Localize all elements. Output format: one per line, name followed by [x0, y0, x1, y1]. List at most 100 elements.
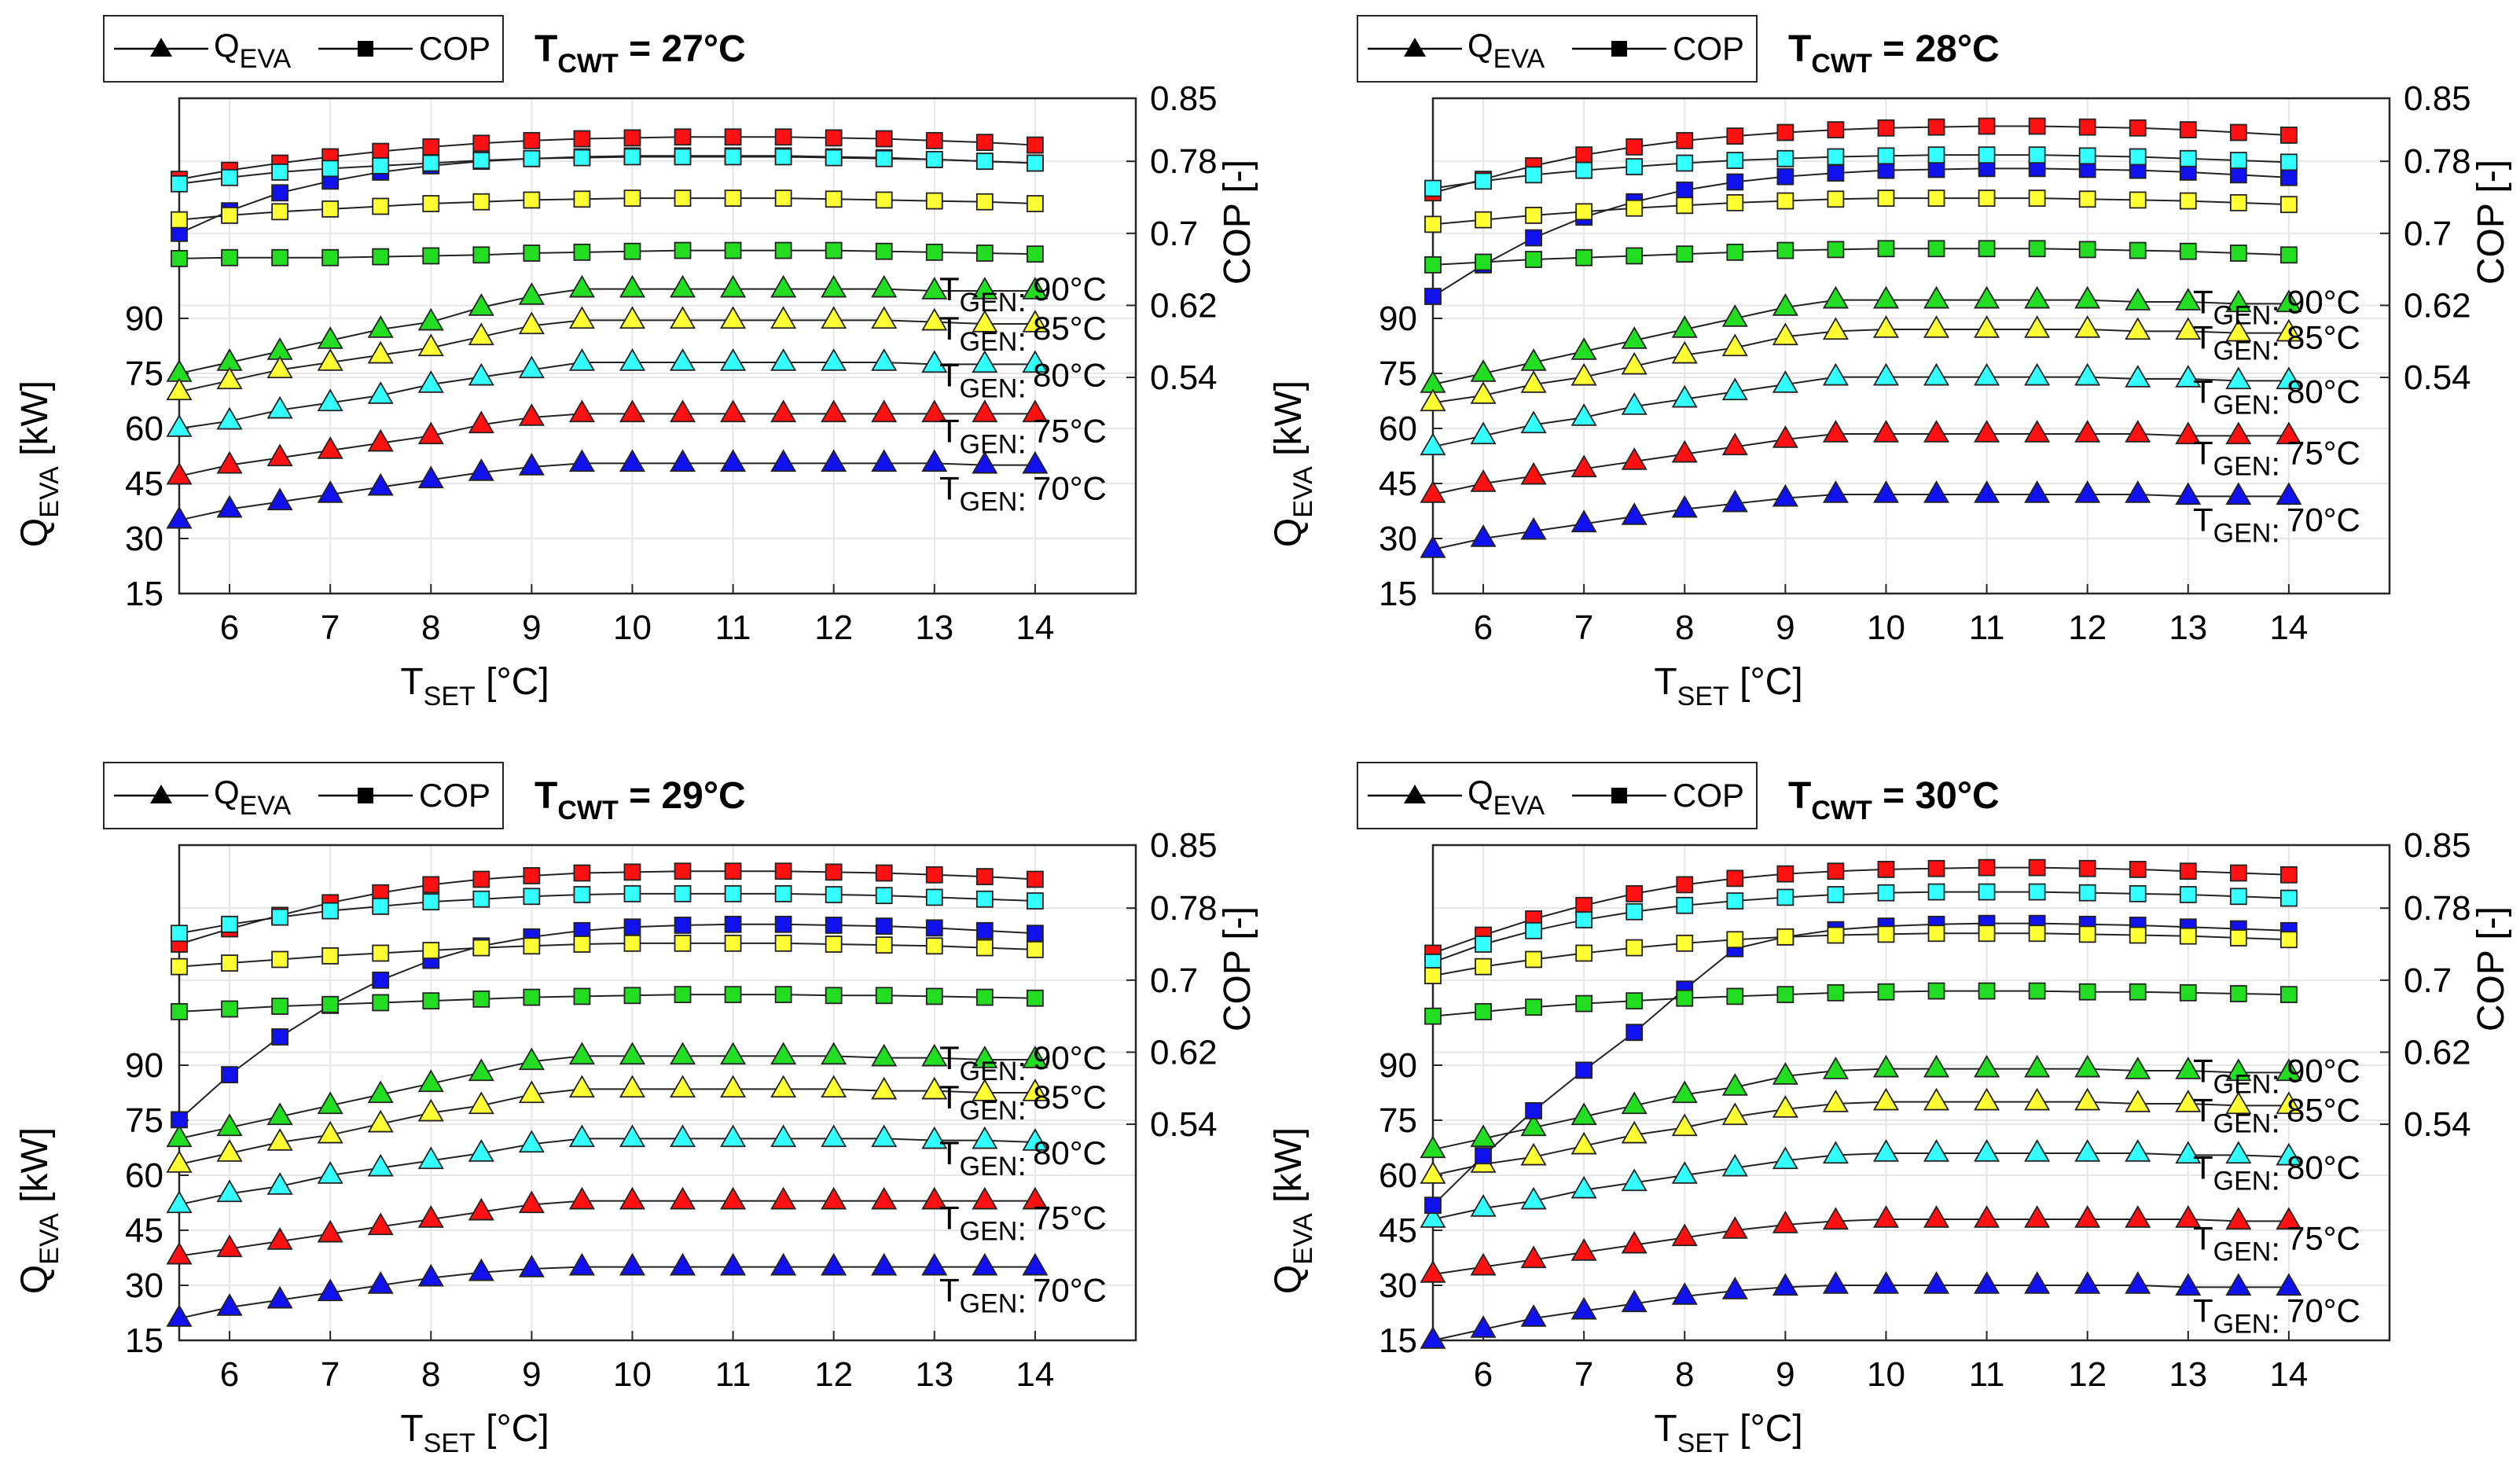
- y-tick-label-right: 0.7: [1150, 215, 1198, 253]
- data-point-qeva-70: [1772, 483, 1798, 507]
- data-point-cop-85: [221, 207, 238, 224]
- gen-label-90: TGEN: 90°C: [939, 270, 1107, 318]
- data-point-cop-85: [1525, 207, 1543, 224]
- data-point-qeva-80: [1520, 1186, 1547, 1210]
- data-point-qeva-80: [1772, 1146, 1798, 1170]
- data-point-cop-80: [1676, 154, 1694, 172]
- data-point-qeva-70: [972, 450, 998, 474]
- data-point-qeva-80: [2225, 366, 2252, 390]
- data-point-qeva-75: [1822, 1207, 1849, 1230]
- data-point-qeva-85: [972, 310, 998, 333]
- chart-title: TCWT = 27°C: [534, 28, 746, 79]
- data-point-cop-90: [523, 988, 541, 1006]
- data-point-cop-80: [2028, 146, 2046, 164]
- series-line-cop-90: [1432, 248, 2289, 266]
- gen-label-70: TGEN: 70°C: [2193, 1292, 2360, 1340]
- data-point-cop-90: [1626, 992, 1644, 1010]
- data-point-cop-70: [1525, 1102, 1543, 1119]
- data-point-qeva-80: [821, 1124, 847, 1148]
- data-point-qeva-75: [1520, 1245, 1547, 1269]
- data-point-cop-90: [271, 248, 289, 266]
- data-point-qeva-90: [367, 1080, 394, 1104]
- y-tick-label-right: 0.54: [2404, 1105, 2471, 1144]
- data-point-cop-90: [774, 986, 792, 1004]
- y-tick-label-left: 30: [1379, 520, 1417, 558]
- legend-label-cop: COP: [1673, 30, 1744, 67]
- y-tick-label-right: 0.54: [1150, 1105, 1218, 1144]
- data-point-cop-90: [1475, 253, 1492, 271]
- data-point-cop-80: [171, 175, 188, 193]
- data-point-qeva-85: [317, 348, 343, 371]
- y-tick-label-left: 75: [125, 355, 163, 393]
- data-point-qeva-90: [1022, 1046, 1049, 1068]
- data-point-cop-75: [1626, 884, 1644, 902]
- data-point-cop-90: [774, 241, 792, 259]
- data-point-qeva-80: [2074, 362, 2101, 386]
- data-point-qeva-80: [871, 348, 898, 371]
- data-point-cop-75: [2078, 118, 2096, 136]
- data-point-cop-85: [372, 197, 390, 215]
- data-point-qeva-75: [317, 436, 343, 459]
- data-point-cop-75: [825, 129, 843, 147]
- y-axis-label-left-group: QEVA [kW]: [1268, 380, 1318, 547]
- data-point-qeva-85: [266, 355, 293, 379]
- data-point-qeva-70: [1470, 524, 1497, 547]
- data-point-qeva-75: [921, 399, 948, 423]
- data-point-cop-75: [975, 868, 994, 885]
- data-point-qeva-70: [2276, 1273, 2302, 1296]
- series-line-qeva-85: [1432, 1101, 2289, 1176]
- data-point-cop-90: [1726, 243, 1744, 261]
- data-point-qeva-80: [720, 1124, 747, 1148]
- y-tick-label-right: 0.62: [1150, 1033, 1218, 1071]
- data-point-cop-80: [774, 148, 792, 166]
- data-point-cop-85: [674, 934, 692, 952]
- data-point-cop-75: [1776, 865, 1794, 883]
- data-point-qeva-80: [2175, 1141, 2202, 1164]
- x-tick-label: 13: [915, 1355, 953, 1394]
- y-tick-label-left: 60: [1379, 410, 1417, 448]
- data-point-qeva-80: [1022, 1128, 1049, 1151]
- data-point-qeva-70: [266, 1285, 293, 1309]
- data-point-cop-90: [1877, 240, 1895, 258]
- data-point-cop-80: [1978, 146, 1996, 164]
- data-point-cop-75: [1026, 870, 1044, 888]
- x-tick-label: 10: [613, 1355, 652, 1394]
- gen-label-90: TGEN: 90°C: [2193, 283, 2360, 331]
- data-point-qeva-90: [821, 1042, 847, 1065]
- data-point-cop-90: [271, 998, 289, 1015]
- x-tick-label: 11: [715, 608, 751, 647]
- data-point-cop-75: [1676, 876, 1694, 894]
- y-axis-label-left-group: QEVA [kW]: [14, 1127, 64, 1294]
- data-point-cop-85: [1726, 931, 1744, 949]
- series-line-qeva-80: [178, 362, 1035, 429]
- x-tick-label: 10: [1867, 1355, 1905, 1394]
- legend-label-qeva: QEVA: [214, 774, 292, 821]
- data-point-cop-90: [1676, 989, 1694, 1007]
- data-point-cop-80: [1827, 886, 1845, 903]
- data-point-qeva-80: [1420, 432, 1446, 456]
- data-point-cop-80: [2179, 886, 2197, 903]
- data-point-qeva-90: [2225, 1058, 2252, 1082]
- series-line-qeva-90: [178, 288, 1035, 374]
- data-point-cop-90: [573, 243, 591, 261]
- data-point-cop-80: [472, 890, 490, 908]
- data-point-qeva-90: [568, 274, 595, 298]
- data-point-qeva-90: [1974, 285, 2000, 309]
- data-point-cop-80: [523, 149, 541, 167]
- data-point-cop-70: [271, 1028, 289, 1046]
- data-point-qeva-90: [1570, 1102, 1597, 1126]
- data-point-qeva-70: [1621, 502, 1648, 525]
- data-point-qeva-75: [921, 1186, 948, 1210]
- data-point-qeva-90: [2175, 288, 2202, 311]
- data-point-qeva-75: [720, 399, 747, 423]
- data-point-cop-75: [1927, 859, 1945, 877]
- data-point-qeva-80: [2024, 1139, 2051, 1162]
- data-point-cop-85: [1424, 215, 1442, 233]
- data-point-qeva-70: [417, 465, 444, 489]
- data-point-qeva-85: [1721, 1102, 1748, 1126]
- x-tick-label: 11: [1969, 608, 2005, 647]
- y-tick-label-left: 30: [125, 1266, 163, 1305]
- data-point-cop-85: [2279, 931, 2298, 949]
- legend-square-marker-icon: [358, 41, 373, 57]
- data-point-qeva-70: [2175, 482, 2202, 505]
